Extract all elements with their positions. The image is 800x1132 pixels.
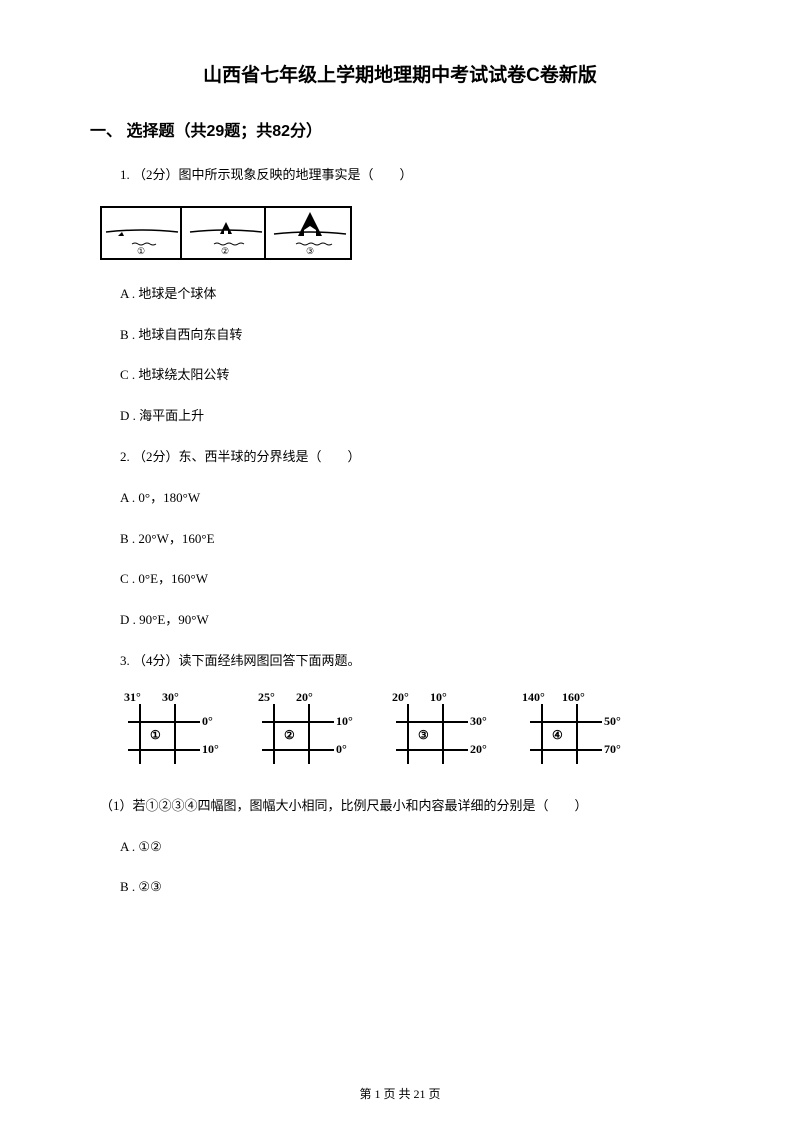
q2-stem: 2. （2分）东、西半球的分界线是（ ） <box>120 447 710 468</box>
g2-top1: 25° <box>258 690 275 705</box>
section-header: 一、 选择题（共29题；共82分） <box>90 117 710 141</box>
panel-num-3: ③ <box>306 246 314 257</box>
g2-top2: 20° <box>296 690 313 705</box>
grid-4: 140° 160° 50° 70° ④ <box>522 692 632 772</box>
g1-r1: 0° <box>202 714 213 729</box>
q3-stem: 3. （4分）读下面经纬网图回答下面两题。 <box>120 651 710 672</box>
g3-top1: 20° <box>392 690 409 705</box>
q2-optC: C . 0°E，160°W <box>120 569 710 590</box>
ship-panel-1: ① <box>102 208 182 258</box>
q1-optA: A . 地球是个球体 <box>120 284 710 305</box>
grid-1: 31° 30° 0° 10° ① <box>120 692 230 772</box>
grid-3: 20° 10° 30° 20° ③ <box>388 692 498 772</box>
q3-sub1: （1）若①②③④四幅图，图幅大小相同，比例尺最小和内容最详细的分别是（ ） <box>100 796 710 817</box>
grid-2: 25° 20° 10° 0° ② <box>254 692 364 772</box>
g1-top1: 31° <box>124 690 141 705</box>
g3-top2: 10° <box>430 690 447 705</box>
q1-optD: D . 海平面上升 <box>120 406 710 427</box>
g3-c: ③ <box>418 728 429 743</box>
ship-panel-2: ② <box>186 208 266 258</box>
panel-num-2: ② <box>221 246 229 257</box>
g4-c: ④ <box>552 728 563 743</box>
panel-num-1: ① <box>137 246 145 257</box>
g4-top1: 140° <box>522 690 545 705</box>
ship-panels-container: ① ② ③ <box>100 206 352 260</box>
q3-optA: A . ①② <box>120 837 710 858</box>
q2-optD: D . 90°E，90°W <box>120 610 710 631</box>
g2-c: ② <box>284 728 295 743</box>
g3-r2: 20° <box>470 742 487 757</box>
g3-r1: 30° <box>470 714 487 729</box>
q1-optC: C . 地球绕太阳公转 <box>120 365 710 386</box>
g2-r1: 10° <box>336 714 353 729</box>
page-title: 山西省七年级上学期地理期中考试试卷C卷新版 <box>90 60 710 87</box>
g1-r2: 10° <box>202 742 219 757</box>
page-footer: 第 1 页 共 21 页 <box>0 1085 800 1102</box>
g1-c: ① <box>150 728 161 743</box>
q1-figure: ① ② ③ <box>100 206 710 260</box>
q2-optB: B . 20°W，160°E <box>120 529 710 550</box>
q1-stem: 1. （2分）图中所示现象反映的地理事实是（ ） <box>120 165 710 186</box>
g4-top2: 160° <box>562 690 585 705</box>
ship-panel-3: ③ <box>270 208 350 258</box>
g2-r2: 0° <box>336 742 347 757</box>
g4-r2: 70° <box>604 742 621 757</box>
q1-optB: B . 地球自西向东自转 <box>120 325 710 346</box>
g4-r1: 50° <box>604 714 621 729</box>
q2-optA: A . 0°，180°W <box>120 488 710 509</box>
g1-top2: 30° <box>162 690 179 705</box>
q3-optB: B . ②③ <box>120 877 710 898</box>
q3-figure: 31° 30° 0° 10° ① 25° 20° 10° 0° ② 20° 10… <box>120 692 710 772</box>
